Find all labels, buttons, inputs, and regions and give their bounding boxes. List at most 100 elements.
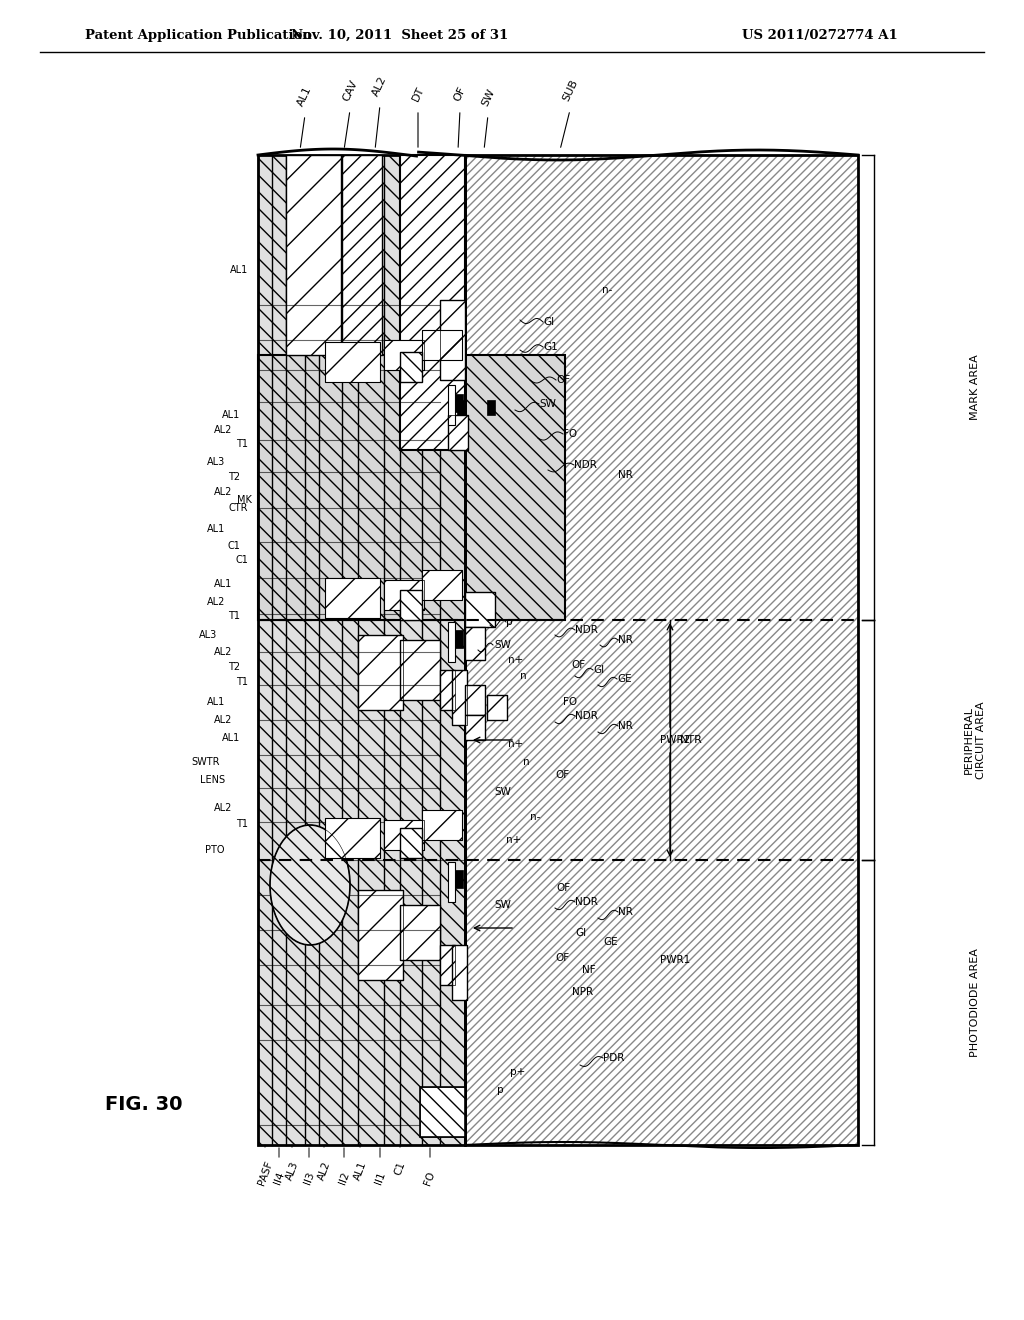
Text: II4: II4 <box>272 1170 286 1185</box>
Bar <box>452 671 467 725</box>
Bar <box>400 640 440 700</box>
Bar <box>452 945 467 1001</box>
Text: CAV: CAV <box>341 79 359 103</box>
Bar <box>258 154 465 1144</box>
Bar <box>400 828 422 858</box>
Text: GE: GE <box>603 937 617 946</box>
Text: MK: MK <box>238 495 252 506</box>
Text: PDR: PDR <box>603 1053 625 1063</box>
Text: Nov. 10, 2011  Sheet 25 of 31: Nov. 10, 2011 Sheet 25 of 31 <box>292 29 509 41</box>
Bar <box>455 630 463 648</box>
Text: AL2: AL2 <box>214 715 232 725</box>
Text: PHOTODIODE AREA: PHOTODIODE AREA <box>970 948 980 1057</box>
Bar <box>455 393 463 412</box>
Text: GI: GI <box>543 317 554 327</box>
Bar <box>358 890 403 979</box>
Text: NR: NR <box>618 635 633 645</box>
Text: p: p <box>497 1085 504 1096</box>
Bar <box>449 622 455 663</box>
Text: GI: GI <box>575 928 586 939</box>
Text: n-: n- <box>530 812 541 822</box>
Bar <box>440 945 455 985</box>
Bar <box>384 341 424 370</box>
Text: n+: n+ <box>508 739 523 748</box>
Text: C1: C1 <box>227 541 240 550</box>
Bar <box>358 635 403 710</box>
Text: p+: p+ <box>510 1067 525 1077</box>
Text: OF: OF <box>555 953 569 964</box>
Bar <box>400 154 465 450</box>
Bar <box>258 355 565 620</box>
Text: NDR: NDR <box>575 624 598 635</box>
Bar <box>400 154 465 450</box>
Text: II1: II1 <box>373 1170 387 1185</box>
Text: NDR: NDR <box>574 459 597 470</box>
Bar <box>440 300 465 380</box>
Text: PTO: PTO <box>206 845 225 855</box>
Bar <box>422 330 462 360</box>
Bar <box>455 870 463 888</box>
Text: SW: SW <box>494 640 511 649</box>
Text: AL1: AL1 <box>352 1160 368 1181</box>
Text: C1: C1 <box>236 554 248 565</box>
Text: PWR1: PWR1 <box>660 954 690 965</box>
Bar <box>384 820 424 850</box>
Bar <box>384 820 424 850</box>
Bar <box>465 591 495 627</box>
Bar <box>325 578 380 618</box>
Text: G1: G1 <box>543 342 558 352</box>
Bar <box>452 671 467 725</box>
Text: II2: II2 <box>337 1170 351 1185</box>
Text: MARK AREA: MARK AREA <box>970 355 980 420</box>
Bar <box>400 640 440 700</box>
Text: OF: OF <box>555 770 569 780</box>
Bar <box>400 352 422 381</box>
Text: T1: T1 <box>228 611 240 620</box>
Bar <box>440 671 455 710</box>
Text: OF: OF <box>556 375 570 385</box>
Bar <box>465 154 858 1144</box>
Bar <box>465 154 858 1144</box>
Text: PWR2: PWR2 <box>660 735 690 744</box>
Bar <box>286 154 341 355</box>
Text: FO: FO <box>423 1170 437 1187</box>
Text: AL2: AL2 <box>371 75 389 98</box>
Text: OF: OF <box>453 84 468 103</box>
Text: FO: FO <box>563 697 578 708</box>
Bar <box>449 862 455 902</box>
Bar <box>465 591 495 627</box>
Text: SW: SW <box>479 87 497 108</box>
Bar <box>325 578 380 618</box>
Text: AL2: AL2 <box>214 803 232 813</box>
Text: AL1: AL1 <box>296 84 314 108</box>
Bar <box>465 627 485 660</box>
Bar <box>286 154 341 355</box>
Bar <box>258 355 565 620</box>
Bar <box>400 590 422 620</box>
Bar <box>325 818 380 858</box>
Text: AL1: AL1 <box>214 579 232 589</box>
Text: n-: n- <box>602 285 612 294</box>
Text: NR: NR <box>618 907 633 917</box>
Bar <box>449 385 455 425</box>
Bar <box>457 400 465 414</box>
Bar <box>420 1086 465 1137</box>
Text: AL2: AL2 <box>214 425 232 436</box>
Text: AL3: AL3 <box>199 630 217 640</box>
Bar <box>422 810 462 840</box>
Text: FO: FO <box>563 429 578 440</box>
Text: n: n <box>523 756 529 767</box>
Text: AL1: AL1 <box>207 697 225 708</box>
Text: SW: SW <box>494 787 511 797</box>
Text: US 2011/0272774 A1: US 2011/0272774 A1 <box>742 29 898 41</box>
Text: SW: SW <box>539 399 556 409</box>
Ellipse shape <box>270 825 350 945</box>
Text: AL2: AL2 <box>214 647 232 657</box>
Text: AL2: AL2 <box>316 1160 332 1181</box>
Text: II3: II3 <box>302 1170 315 1185</box>
Bar <box>400 590 422 620</box>
Bar <box>487 696 507 719</box>
Text: GE: GE <box>617 675 632 684</box>
Bar <box>422 570 462 601</box>
Text: NPR: NPR <box>572 987 593 997</box>
